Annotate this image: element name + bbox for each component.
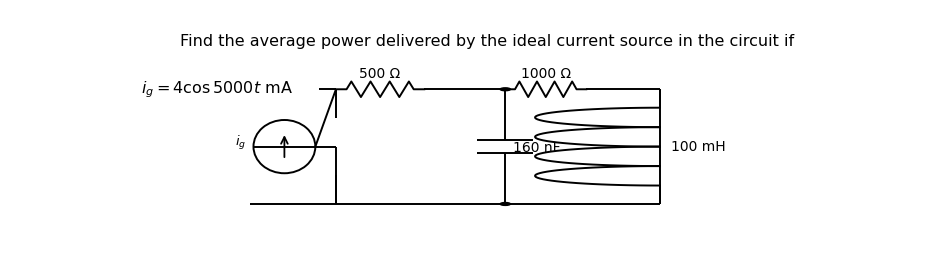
Circle shape (500, 88, 510, 91)
Text: 1000 Ω: 1000 Ω (521, 67, 571, 81)
Circle shape (500, 202, 510, 205)
Text: $i_g = 4\cos 5000t\ \mathrm{mA}$: $i_g = 4\cos 5000t\ \mathrm{mA}$ (141, 79, 293, 100)
Text: Find the average power delivered by the ideal current source in the circuit if: Find the average power delivered by the … (180, 34, 794, 49)
Text: $i_g$: $i_g$ (235, 134, 246, 152)
Text: 500 Ω: 500 Ω (359, 67, 401, 81)
Text: 100 mH: 100 mH (671, 140, 726, 154)
Text: 160 nF: 160 nF (513, 141, 560, 155)
